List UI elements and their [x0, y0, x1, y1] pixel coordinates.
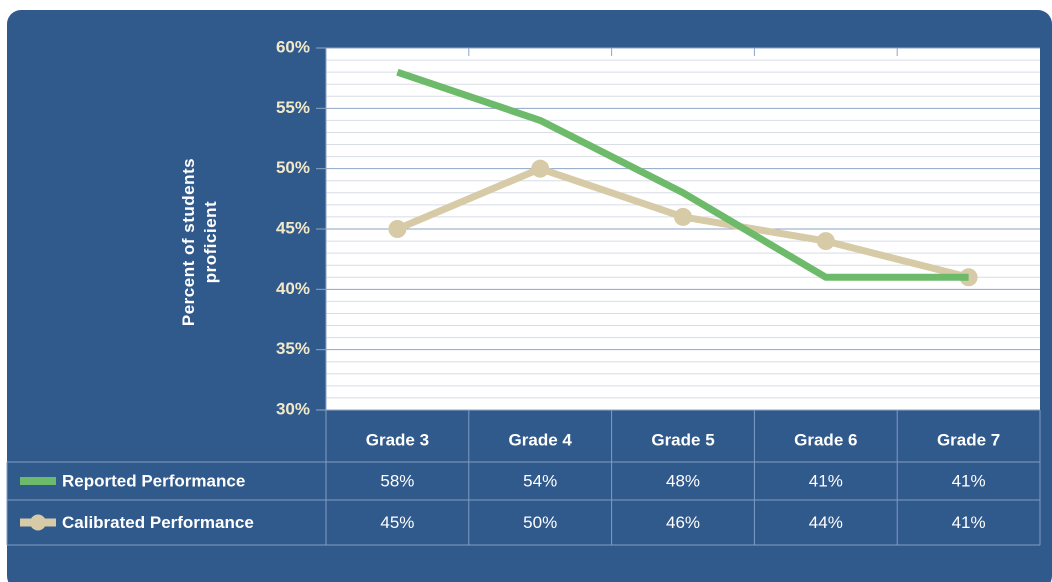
series-marker — [531, 159, 550, 178]
legend-marker — [30, 514, 46, 531]
data-label: 58% — [380, 471, 414, 490]
y-tick-label: 35% — [276, 339, 310, 358]
data-label: 50% — [523, 513, 557, 532]
series-marker — [674, 207, 692, 226]
legend-swatch — [20, 477, 56, 485]
x-tick-label: Grade 5 — [651, 430, 714, 449]
data-label: 41% — [952, 513, 986, 532]
y-tick-label: 55% — [276, 98, 310, 117]
y-tick-label: 50% — [276, 158, 310, 177]
x-tick-label: Grade 4 — [509, 430, 573, 449]
data-label: 54% — [523, 471, 557, 490]
y-tick-label: 45% — [276, 218, 310, 237]
data-label: 48% — [666, 471, 700, 490]
data-label: 44% — [809, 513, 843, 532]
legend-label: Calibrated Performance — [62, 513, 254, 532]
x-tick-label: Grade 6 — [794, 430, 857, 449]
series-marker — [816, 232, 835, 251]
series-line — [396, 68, 969, 281]
x-tick-label: Grade 3 — [366, 430, 429, 449]
x-tick-label: Grade 7 — [937, 430, 1000, 449]
data-label: 41% — [809, 471, 843, 490]
data-label: 45% — [380, 513, 414, 532]
data-label: 41% — [952, 471, 986, 490]
legend-label: Reported Performance — [62, 471, 245, 490]
y-tick-label: 60% — [276, 37, 310, 56]
series-marker — [388, 220, 407, 238]
y-tick-label: 40% — [276, 279, 310, 298]
data-label: 46% — [666, 513, 700, 532]
y-axis-label: Percent of students proficient — [179, 157, 220, 327]
y-tick-label: 30% — [276, 399, 310, 418]
